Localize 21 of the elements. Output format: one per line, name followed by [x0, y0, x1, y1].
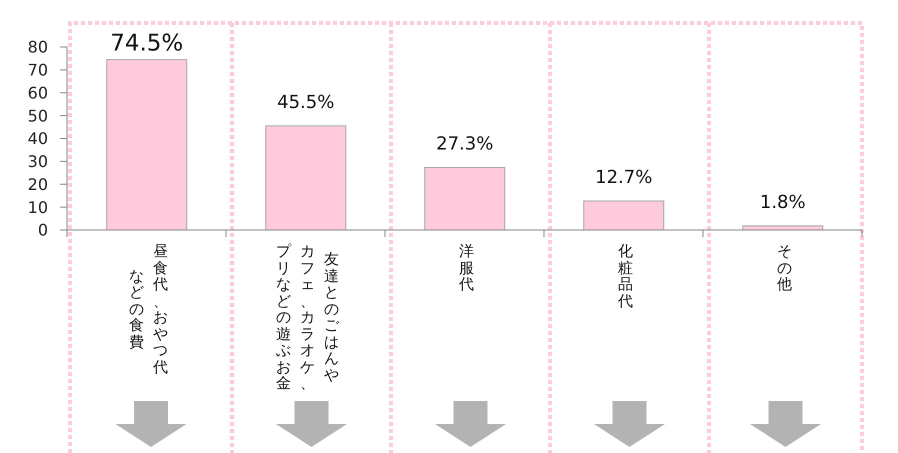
x-tick-label: その他: [777, 242, 792, 293]
y-tick-label: 50: [28, 106, 48, 126]
data-label: 45.5%: [277, 92, 334, 113]
bar: [265, 125, 346, 230]
data-label: 12.7%: [595, 166, 652, 188]
y-tick-label: 0: [38, 220, 48, 240]
y-tick-label: 40: [28, 129, 48, 148]
y-tick-label: 20: [28, 174, 48, 194]
data-label: 27.3%: [436, 134, 494, 155]
y-tick-label: 80: [28, 38, 48, 57]
bar: [583, 200, 664, 230]
data-label: 74.5%: [110, 30, 184, 57]
y-tick-label: 30: [28, 152, 48, 172]
y-tick-label: 70: [28, 60, 48, 80]
bar: [106, 59, 188, 230]
x-tick-label: 洋服代: [459, 242, 474, 293]
y-tick-label: 60: [28, 83, 48, 102]
data-label: 1.8%: [760, 192, 806, 213]
bar: [424, 167, 506, 230]
y-tick-label: 10: [28, 198, 48, 217]
x-tick-label: 化粧品代: [618, 242, 633, 310]
